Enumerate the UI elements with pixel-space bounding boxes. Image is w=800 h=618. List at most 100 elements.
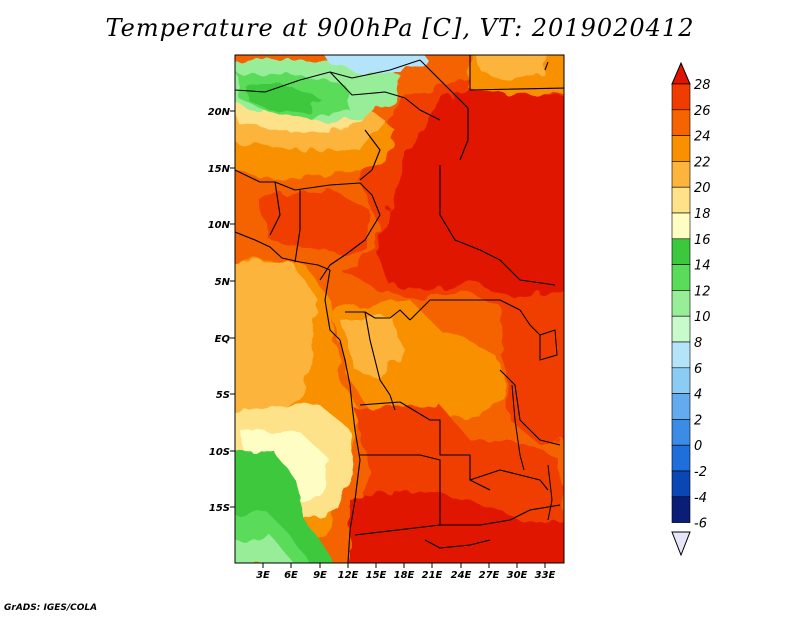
colorbar-swatch bbox=[671, 419, 691, 446]
border-congo-north bbox=[345, 309, 411, 321]
lon-label-9e: 9E bbox=[313, 570, 327, 581]
colorbar-label: 24 bbox=[694, 130, 711, 145]
field-ocean-20 bbox=[235, 262, 318, 420]
colorbar-label: 2 bbox=[694, 413, 702, 428]
border-angola-drc bbox=[359, 401, 491, 491]
lake-malawi bbox=[547, 464, 553, 521]
colorbar-label: 28 bbox=[694, 78, 711, 93]
lon-label-27e: 27E bbox=[479, 570, 500, 581]
colorbar-swatch bbox=[671, 161, 691, 188]
country-borders bbox=[235, 55, 564, 563]
border-drc-east bbox=[499, 369, 521, 421]
colorbar-label: 10 bbox=[694, 310, 711, 325]
border-libya-chad bbox=[419, 59, 469, 161]
lon-label-15e: 15E bbox=[366, 570, 387, 581]
colorbar-label: 4 bbox=[694, 388, 702, 403]
border-sahel-south bbox=[235, 169, 381, 216]
border-egypt-sudan bbox=[469, 55, 564, 91]
border-togo-benin bbox=[294, 190, 301, 263]
colorbar-swatch bbox=[671, 341, 691, 369]
lon-label-21e: 21E bbox=[422, 570, 443, 581]
colorbar-over-arrow bbox=[671, 61, 691, 85]
temperature-field bbox=[235, 55, 564, 563]
lon-label-18e: 18E bbox=[394, 570, 415, 581]
colorbar-swatch bbox=[671, 109, 691, 136]
field-sahara-8 bbox=[323, 55, 430, 72]
lat-label-20n: 20N bbox=[208, 107, 231, 118]
colorbar-label: 20 bbox=[694, 181, 711, 196]
coast-gulf-of-guinea bbox=[324, 269, 341, 341]
colorbar-swatch bbox=[671, 186, 691, 214]
field-south-28 bbox=[350, 490, 564, 563]
colorbar-label: 26 bbox=[694, 104, 711, 119]
border-zambia-drc bbox=[469, 469, 549, 491]
colorbar-label: -2 bbox=[694, 465, 707, 480]
grads-credit: GrADS: IGES/COLA bbox=[4, 603, 98, 613]
map-title: Temperature at 900hPa [C], VT: 201902041… bbox=[105, 14, 695, 42]
border-ghana bbox=[269, 181, 281, 236]
colorbar-swatch bbox=[671, 393, 691, 420]
colorbar-swatch bbox=[671, 135, 691, 162]
colorbar-swatch bbox=[671, 83, 691, 111]
lat-label-15n: 15N bbox=[208, 164, 231, 175]
map-frame bbox=[234, 54, 565, 564]
border-chad-sudan bbox=[439, 165, 556, 286]
field-east-26 bbox=[500, 290, 564, 445]
coast-west-africa bbox=[235, 231, 331, 271]
colorbar-swatch bbox=[671, 238, 691, 265]
colorbar-swatch bbox=[671, 315, 691, 343]
colorbar-swatch bbox=[671, 470, 691, 498]
lake-tanganyika bbox=[511, 384, 525, 471]
colorbar-label: 8 bbox=[694, 336, 702, 351]
colorbar-label: 6 bbox=[694, 362, 702, 377]
colorbar-swatch bbox=[671, 212, 691, 240]
lat-label-eq: EQ bbox=[215, 334, 231, 345]
colorbar-swatch bbox=[671, 290, 691, 317]
lake-victoria bbox=[539, 329, 558, 361]
border-tanzania-south bbox=[519, 419, 561, 446]
colorbar-label: -4 bbox=[694, 491, 707, 506]
border-car-drc bbox=[409, 299, 521, 321]
lat-label-5s: 5S bbox=[216, 390, 230, 401]
colorbar-label: -6 bbox=[694, 517, 707, 532]
lat-label-10s: 10S bbox=[209, 447, 230, 458]
lat-label-15s: 15S bbox=[209, 503, 230, 514]
colorbar-swatch bbox=[671, 444, 691, 472]
colorbar-label: 16 bbox=[694, 233, 711, 248]
lon-label-6e: 6E bbox=[284, 570, 298, 581]
field-gabon-20 bbox=[340, 315, 405, 380]
colorbar-swatches bbox=[671, 83, 691, 523]
colorbar-label: 12 bbox=[694, 284, 711, 299]
lon-label-30e: 30E bbox=[507, 570, 528, 581]
field-westafrica-26 bbox=[255, 190, 370, 255]
colorbar-label: 18 bbox=[694, 207, 711, 222]
field-north-28 bbox=[375, 92, 564, 300]
lon-label-33e: 33E bbox=[535, 570, 556, 581]
latitude-axis: 20N 15N 10N 5N EQ 5S 10S 15S bbox=[208, 107, 235, 514]
border-uganda bbox=[519, 309, 541, 336]
lat-label-5n: 5N bbox=[215, 277, 231, 288]
colorbar-swatch bbox=[671, 264, 691, 291]
longitude-axis: 3E 6E 9E 12E 15E 18E 21E 24E 27E 30E 33E bbox=[256, 563, 556, 581]
colorbar-swatch bbox=[671, 496, 691, 523]
coast-southwest-africa bbox=[339, 339, 361, 563]
lon-label-24e: 24E bbox=[451, 570, 472, 581]
lon-label-12e: 12E bbox=[338, 570, 359, 581]
border-algeria-niger bbox=[329, 71, 441, 121]
field-ocean-10 bbox=[235, 535, 294, 563]
border-angola-namibia bbox=[354, 454, 441, 536]
coast-red-sea bbox=[544, 61, 549, 71]
colorbar-label: 14 bbox=[694, 259, 711, 274]
border-zambia-south bbox=[440, 504, 561, 526]
border-botswana bbox=[424, 539, 491, 549]
lon-label-3e: 3E bbox=[256, 570, 270, 581]
colorbar-label: 22 bbox=[694, 155, 711, 170]
lat-label-10n: 10N bbox=[208, 220, 231, 231]
colorbar-under-arrow bbox=[671, 531, 691, 557]
border-niger-chad bbox=[359, 129, 381, 181]
border-nigeria-cameroon bbox=[319, 214, 381, 281]
lakes bbox=[511, 329, 558, 521]
